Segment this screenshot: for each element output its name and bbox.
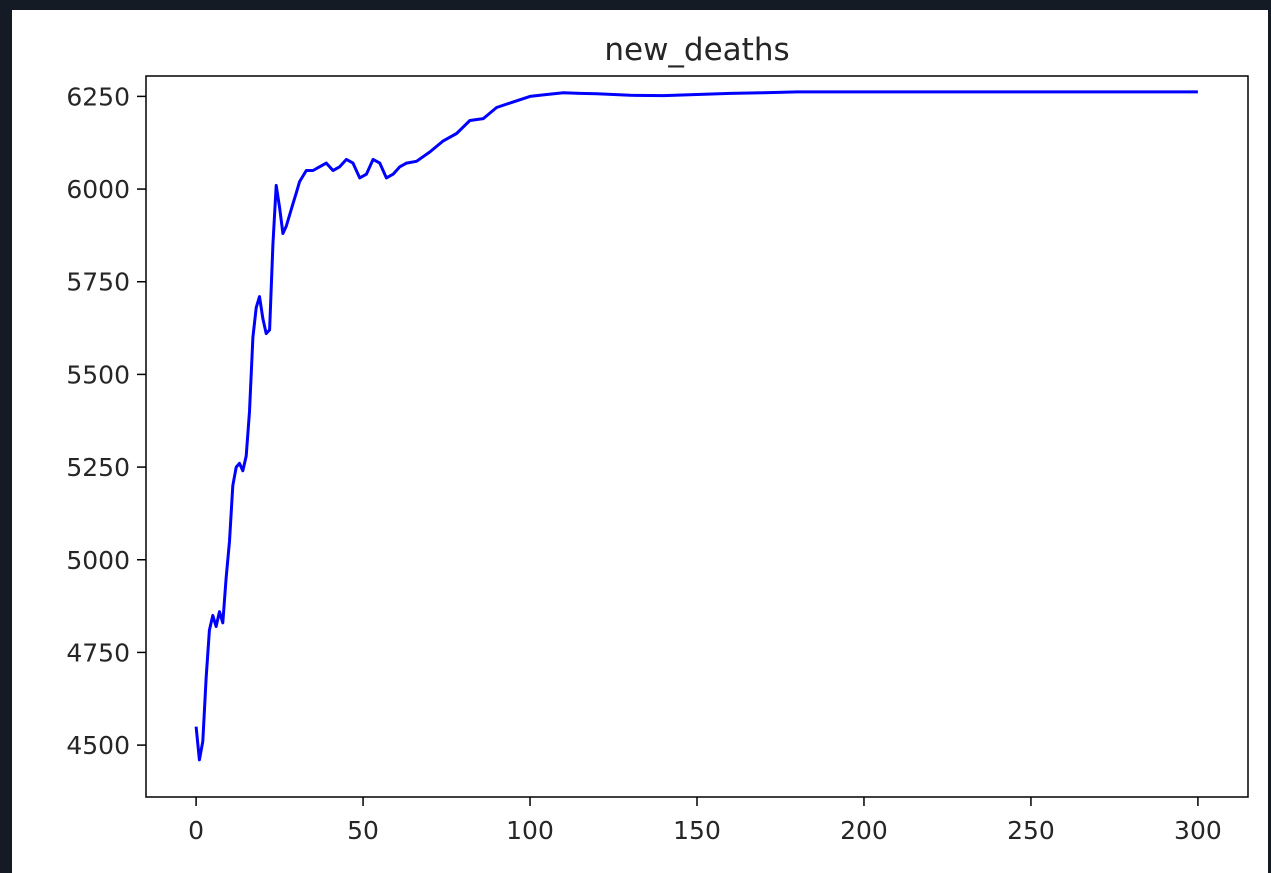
x-tick-label: 200 <box>840 816 888 845</box>
x-tick-label: 100 <box>506 816 554 845</box>
y-tick-label: 6250 <box>66 82 130 111</box>
series-line-0 <box>194 90 1198 762</box>
x-tick-label: 0 <box>188 816 204 845</box>
chart-frame <box>12 10 1268 873</box>
y-tick-label: 5500 <box>66 360 130 389</box>
x-tick-label: 250 <box>1007 816 1055 845</box>
y-tick-label: 6000 <box>66 175 130 204</box>
y-tick-label: 5750 <box>66 268 130 297</box>
y-tick-label: 4750 <box>66 638 130 667</box>
x-axis: 0 50 100 150 200 250 300 <box>188 797 1222 845</box>
x-tick-label: 300 <box>1174 816 1222 845</box>
chart-title: new_deaths <box>604 32 789 68</box>
y-tick-label: 4500 <box>66 731 130 760</box>
y-tick-label: 5250 <box>66 453 130 482</box>
x-tick-label: 150 <box>673 816 721 845</box>
x-tick-label: 50 <box>347 816 379 845</box>
plot-border <box>145 75 1249 798</box>
y-tick-label: 5000 <box>66 546 130 575</box>
y-axis: 4500 4750 5000 5250 5500 5750 6000 6250 <box>66 82 146 760</box>
plot-area <box>145 75 1249 798</box>
